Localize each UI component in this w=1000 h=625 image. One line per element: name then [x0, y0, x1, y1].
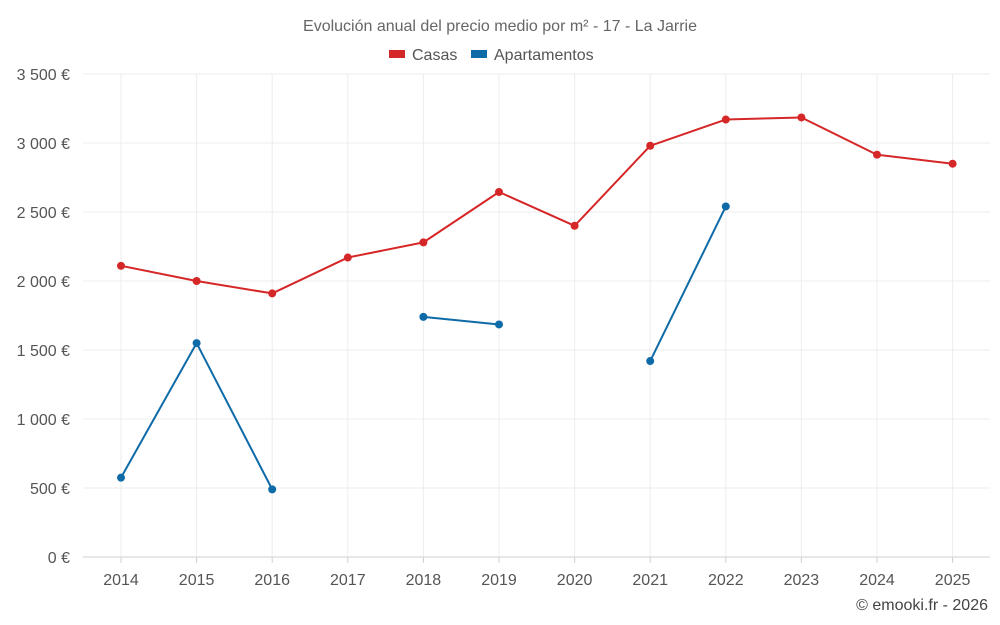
series-apartamentos	[117, 202, 730, 494]
x-tick-label: 2021	[632, 572, 668, 589]
x-tick-label: 2020	[557, 572, 593, 589]
y-tick-label: 0 €	[48, 550, 70, 567]
y-tick-label: 1 500 €	[17, 343, 70, 360]
legend-swatch-casas	[389, 50, 405, 58]
series	[117, 113, 957, 494]
legend-label-casas[interactable]: Casas	[412, 47, 457, 64]
chart-title: Evolución anual del precio medio por m² …	[303, 18, 697, 35]
data-point[interactable]	[873, 150, 881, 159]
x-tick-label: 2016	[254, 572, 290, 589]
data-point[interactable]	[419, 312, 428, 321]
data-point[interactable]	[117, 261, 125, 270]
data-point[interactable]	[419, 238, 428, 247]
data-point[interactable]	[192, 339, 201, 348]
x-tick-label: 2015	[179, 572, 215, 589]
data-point[interactable]	[192, 277, 201, 285]
data-point[interactable]	[268, 289, 277, 298]
data-point[interactable]	[646, 357, 655, 366]
y-tick-label: 500 €	[30, 481, 70, 498]
x-axis-ticks: 2014 2015 2016 2017 2018 2019 2020 2021 2022 2023…	[103, 557, 970, 589]
data-point[interactable]	[495, 187, 503, 196]
credit-text: © emooki.fr - 2026	[856, 597, 988, 614]
data-point[interactable]	[721, 202, 730, 211]
x-tick-label: 2019	[481, 572, 517, 589]
x-tick-label: 2018	[406, 572, 442, 589]
y-tick-label: 3 500 €	[17, 67, 70, 84]
legend: Casas Apartamentos	[389, 47, 594, 64]
series-line-segment	[649, 206, 727, 362]
x-tick-label: 2014	[103, 572, 139, 589]
data-point[interactable]	[797, 113, 806, 122]
data-point[interactable]	[721, 115, 730, 124]
data-point[interactable]	[646, 141, 655, 150]
y-tick-label: 1 000 €	[17, 412, 70, 429]
series-line-segment	[423, 315, 500, 326]
grid	[83, 73, 990, 558]
series-casas	[117, 113, 957, 298]
x-tick-label: 2022	[708, 572, 744, 589]
x-tick-label: 2023	[784, 572, 820, 589]
y-tick-label: 2 500 €	[17, 205, 70, 222]
x-tick-label: 2017	[330, 572, 366, 589]
data-point[interactable]	[948, 159, 957, 168]
data-point[interactable]	[495, 320, 503, 329]
y-axis-ticks: 0 € 500 € 1 000 € 1 500 € 2 000 € 2 500 € 3 00…	[17, 67, 70, 567]
y-tick-label: 3 000 €	[17, 136, 70, 153]
data-point[interactable]	[117, 473, 125, 482]
legend-swatch-apartamentos	[471, 50, 487, 58]
series-line-segment	[120, 116, 953, 295]
x-tick-label: 2024	[859, 572, 895, 589]
y-tick-label: 2 000 €	[17, 274, 70, 291]
data-point[interactable]	[343, 253, 352, 262]
data-point[interactable]	[268, 485, 277, 494]
legend-label-apartamentos[interactable]: Apartamentos	[494, 47, 594, 64]
x-tick-label: 2025	[935, 572, 971, 589]
data-point[interactable]	[570, 221, 579, 230]
